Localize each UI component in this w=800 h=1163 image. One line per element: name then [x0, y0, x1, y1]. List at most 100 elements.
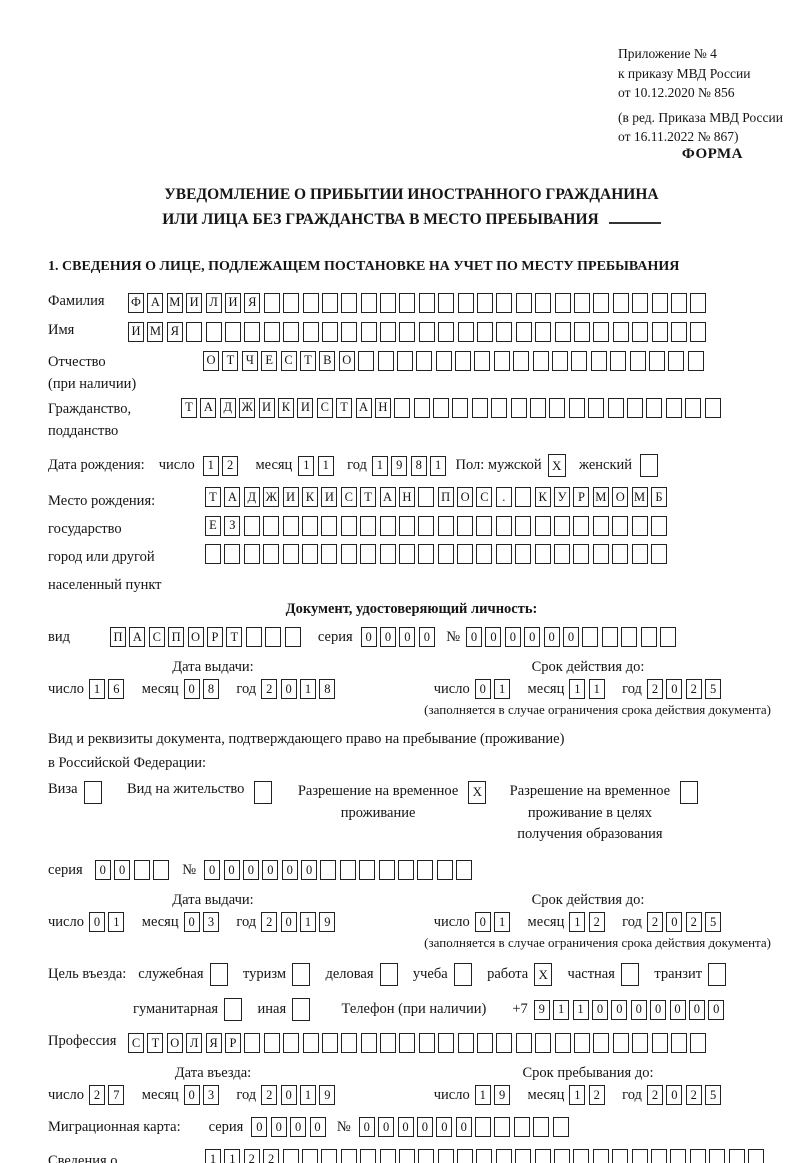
char-cell[interactable]	[534, 515, 551, 536]
char-cell[interactable]	[650, 515, 667, 536]
char-cell[interactable]	[491, 397, 508, 418]
char-cell[interactable]	[496, 1033, 513, 1054]
char-cell[interactable]: 1	[569, 679, 586, 700]
purpose-other-checkbox[interactable]	[292, 998, 313, 1022]
char-cell[interactable]: 2	[646, 1085, 663, 1106]
char-cell[interactable]: П	[168, 627, 185, 648]
char-cell[interactable]: 2	[685, 679, 702, 700]
char-cell[interactable]: Я	[244, 292, 261, 313]
char-cell[interactable]: 0	[543, 627, 560, 648]
char-cell[interactable]: 1	[299, 1085, 316, 1106]
char-cell[interactable]	[571, 350, 588, 371]
char-cell[interactable]: 1	[205, 1149, 221, 1163]
char-cell[interactable]: 2	[243, 1149, 260, 1163]
char-cell[interactable]	[573, 1033, 590, 1054]
char-cell[interactable]	[554, 292, 571, 313]
char-cell[interactable]: 2	[646, 679, 663, 700]
char-cell[interactable]	[651, 292, 668, 313]
char-cell[interactable]	[477, 292, 494, 313]
char-cell[interactable]	[283, 321, 300, 342]
char-cell[interactable]: 2	[222, 455, 239, 476]
char-cell[interactable]: 0	[399, 627, 416, 648]
char-cell[interactable]	[283, 292, 300, 313]
char-cell[interactable]: Я	[166, 321, 183, 342]
char-cell[interactable]	[626, 397, 643, 418]
char-cell[interactable]: 9	[533, 999, 550, 1020]
checkbox-cell[interactable]	[83, 780, 102, 804]
char-cell[interactable]	[452, 397, 469, 418]
char-cell[interactable]: Ж	[239, 397, 256, 418]
char-cell[interactable]	[339, 860, 356, 881]
char-cell[interactable]: 2	[588, 1085, 605, 1106]
char-cell[interactable]	[360, 1033, 377, 1054]
checkbox-cell[interactable]	[292, 963, 311, 987]
char-cell[interactable]	[263, 515, 280, 536]
char-cell[interactable]	[152, 860, 169, 881]
char-cell[interactable]: 2	[261, 679, 278, 700]
purpose-work-checkbox[interactable]: X	[534, 963, 555, 987]
char-cell[interactable]	[496, 292, 513, 313]
char-cell[interactable]	[549, 397, 566, 418]
checkbox-cell[interactable]	[292, 998, 311, 1022]
char-cell[interactable]: 1	[371, 455, 388, 476]
char-cell[interactable]: 1	[553, 999, 570, 1020]
char-cell[interactable]	[665, 397, 682, 418]
char-cell[interactable]	[535, 1033, 552, 1054]
char-cell[interactable]	[457, 292, 474, 313]
char-cell[interactable]	[456, 860, 473, 881]
char-cell[interactable]	[457, 1149, 474, 1163]
char-cell[interactable]	[398, 1149, 415, 1163]
char-cell[interactable]	[496, 321, 513, 342]
char-cell[interactable]	[533, 1117, 550, 1138]
char-cell[interactable]	[243, 515, 260, 536]
char-cell[interactable]	[601, 627, 618, 648]
char-cell[interactable]	[513, 350, 530, 371]
char-cell[interactable]	[631, 1149, 648, 1163]
purpose-private-checkbox[interactable]	[620, 963, 642, 987]
char-cell[interactable]: 5	[705, 1085, 722, 1106]
char-cell[interactable]: 1	[494, 912, 511, 933]
char-cell[interactable]: Т	[336, 397, 353, 418]
char-cell[interactable]	[380, 292, 397, 313]
char-cell[interactable]: 1	[572, 999, 589, 1020]
char-cell[interactable]	[457, 1033, 474, 1054]
visa-checkbox[interactable]	[83, 780, 105, 804]
char-cell[interactable]	[457, 515, 474, 536]
char-cell[interactable]	[515, 544, 532, 565]
char-cell[interactable]: Я	[205, 1033, 222, 1054]
char-cell[interactable]: К	[277, 397, 294, 418]
char-cell[interactable]: М	[592, 487, 609, 508]
char-cell[interactable]	[398, 544, 415, 565]
char-cell[interactable]: С	[128, 1033, 144, 1054]
char-cell[interactable]: И	[258, 397, 275, 418]
char-cell[interactable]: И	[128, 321, 144, 342]
char-cell[interactable]: А	[147, 292, 164, 313]
char-cell[interactable]	[438, 1033, 455, 1054]
char-cell[interactable]	[379, 1149, 396, 1163]
char-cell[interactable]: 0	[360, 627, 377, 648]
char-cell[interactable]	[651, 321, 668, 342]
char-cell[interactable]: И	[282, 487, 299, 508]
checkbox-cell[interactable]	[640, 454, 659, 478]
char-cell[interactable]	[340, 1149, 357, 1163]
char-cell[interactable]	[515, 321, 532, 342]
char-cell[interactable]	[495, 515, 512, 536]
char-cell[interactable]	[457, 321, 474, 342]
char-cell[interactable]	[475, 1117, 492, 1138]
char-cell[interactable]	[534, 544, 551, 565]
char-cell[interactable]	[399, 292, 416, 313]
char-cell[interactable]	[573, 1149, 590, 1163]
char-cell[interactable]	[632, 1033, 649, 1054]
residence-permit-checkbox[interactable]	[254, 780, 275, 804]
char-cell[interactable]: Е	[205, 515, 221, 536]
char-cell[interactable]: Л	[186, 1033, 203, 1054]
